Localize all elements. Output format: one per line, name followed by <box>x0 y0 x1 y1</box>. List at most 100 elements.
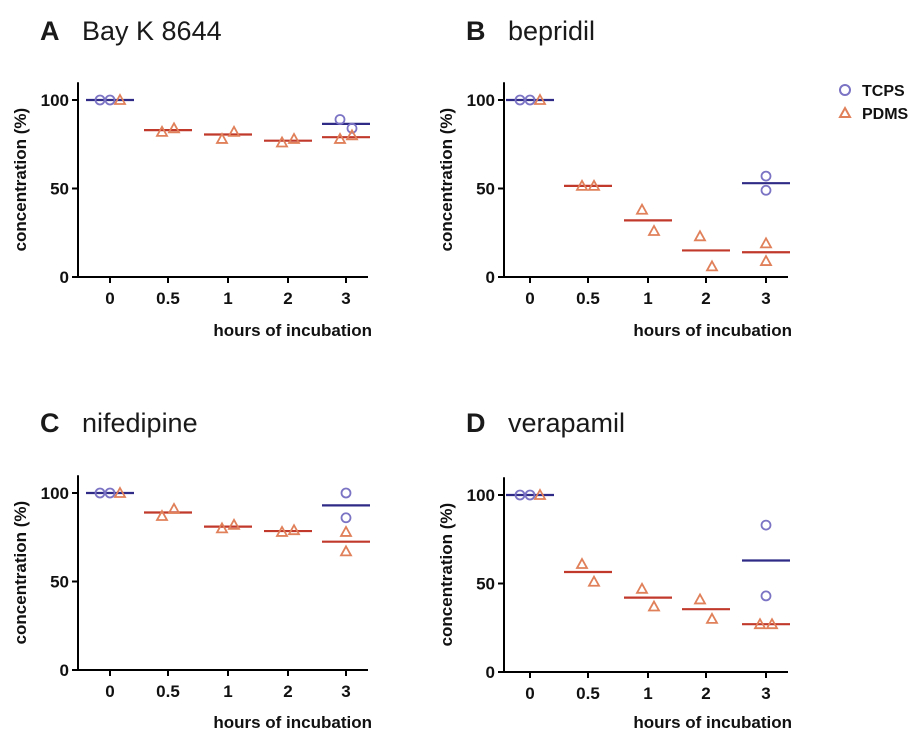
pdms-point <box>113 486 127 498</box>
x-tick-label: 2 <box>283 289 292 308</box>
tcps-point <box>104 94 116 106</box>
x-tick-label: 3 <box>761 684 770 703</box>
pdms-point <box>167 502 181 514</box>
pdms-point <box>647 599 661 612</box>
pdms-point <box>575 557 589 569</box>
pdms-point <box>345 128 359 141</box>
pdms-point <box>635 581 649 594</box>
x-tick-label: 3 <box>341 682 350 701</box>
tcps-point <box>760 170 772 182</box>
pdms-point <box>275 135 289 148</box>
x-tick-label: 3 <box>341 289 350 308</box>
x-axis-label: hours of incubation <box>213 321 372 340</box>
pdms-point <box>765 617 779 630</box>
tcps-point <box>524 94 536 106</box>
panel-title: Bay K 8644 <box>82 16 222 46</box>
pdms-point <box>705 259 719 272</box>
legend-pdms-label: PDMS <box>862 106 909 123</box>
x-tick-label: 0 <box>105 289 114 308</box>
pdms-point <box>587 178 601 191</box>
x-tick-label: 2 <box>283 682 292 701</box>
pdms-point <box>339 525 353 537</box>
y-tick-label: 100 <box>467 486 495 505</box>
pdms-point <box>167 121 181 134</box>
x-tick-label: 0 <box>105 682 114 701</box>
pdms-point <box>533 93 547 105</box>
pdms-point <box>587 574 601 587</box>
x-tick-label: 1 <box>643 684 652 703</box>
tcps-point <box>524 489 536 501</box>
pdms-point <box>647 224 661 236</box>
x-tick-label: 0.5 <box>156 682 180 701</box>
panel-letter: B <box>466 16 486 46</box>
x-tick-label: 2 <box>701 684 710 703</box>
pdms-point <box>227 125 241 137</box>
y-axis-label: concentration (%) <box>437 503 456 647</box>
pdms-point <box>275 525 289 537</box>
panel-letter: A <box>40 16 60 46</box>
tcps-point <box>340 487 352 499</box>
tcps-point <box>760 519 772 531</box>
pdms-point <box>113 93 127 105</box>
y-tick-label: 50 <box>50 573 69 592</box>
pdms-point <box>227 518 241 530</box>
panel-letter: D <box>466 408 486 438</box>
x-tick-label: 0 <box>525 684 534 703</box>
x-tick-label: 0.5 <box>156 289 180 308</box>
x-tick-label: 1 <box>223 682 232 701</box>
y-axis-label: concentration (%) <box>437 108 456 252</box>
tcps-point <box>104 487 116 499</box>
tcps-point <box>514 489 526 501</box>
pdms-point <box>215 132 229 144</box>
pdms-point <box>753 617 767 630</box>
pdms-point <box>287 132 301 144</box>
x-tick-label: 1 <box>643 289 652 308</box>
panel-title: bepridil <box>508 16 595 46</box>
tcps-point <box>760 184 772 196</box>
pdms-point <box>705 612 719 624</box>
y-tick-label: 0 <box>486 663 495 682</box>
x-tick-label: 0.5 <box>576 684 600 703</box>
tcps-point <box>760 590 772 602</box>
y-tick-label: 100 <box>467 91 495 110</box>
y-tick-label: 50 <box>476 575 495 594</box>
pdms-point <box>155 125 169 137</box>
y-tick-label: 100 <box>41 484 69 503</box>
y-tick-label: 50 <box>476 180 495 199</box>
panel-title: nifedipine <box>82 408 198 438</box>
pdms-point <box>693 229 707 242</box>
legend-tcps-marker <box>839 84 851 96</box>
pdms-point <box>693 592 707 605</box>
x-tick-label: 3 <box>761 289 770 308</box>
pdms-point <box>155 509 169 521</box>
y-axis-label: concentration (%) <box>11 108 30 252</box>
pdms-point <box>759 236 773 249</box>
pdms-point <box>215 521 229 534</box>
panel-letter: C <box>40 408 60 438</box>
y-axis-label: concentration (%) <box>11 501 30 645</box>
pdms-point <box>287 523 301 536</box>
y-tick-label: 50 <box>50 180 69 199</box>
pdms-point <box>635 202 649 215</box>
panel-title: verapamil <box>508 408 625 438</box>
pdms-point <box>575 178 589 191</box>
legend-tcps-label: TCPS <box>862 83 905 100</box>
y-tick-label: 0 <box>486 268 495 287</box>
y-tick-label: 100 <box>41 91 69 110</box>
x-tick-label: 0.5 <box>576 289 600 308</box>
y-tick-label: 0 <box>60 268 69 287</box>
x-axis-label: hours of incubation <box>633 713 792 732</box>
legend-pdms-marker <box>838 105 852 118</box>
y-tick-label: 0 <box>60 661 69 680</box>
pdms-point <box>339 544 353 557</box>
x-axis-label: hours of incubation <box>633 321 792 340</box>
tcps-point <box>514 94 526 106</box>
tcps-point <box>334 114 346 125</box>
x-axis-label: hours of incubation <box>213 713 372 732</box>
pdms-point <box>333 132 347 144</box>
x-tick-label: 0 <box>525 289 534 308</box>
tcps-point <box>94 487 106 499</box>
